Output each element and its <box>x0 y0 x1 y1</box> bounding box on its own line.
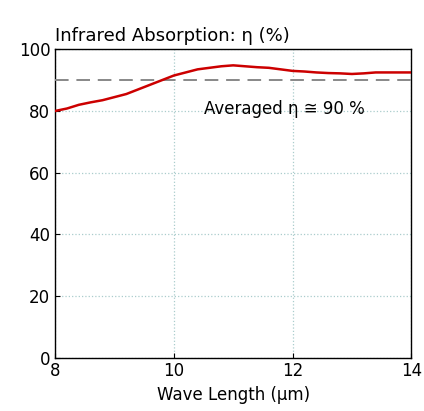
Text: Infrared Absorption: η (%): Infrared Absorption: η (%) <box>55 27 290 45</box>
X-axis label: Wave Length (µm): Wave Length (µm) <box>156 386 310 404</box>
Text: Averaged η ≅ 90 %: Averaged η ≅ 90 % <box>204 100 364 118</box>
